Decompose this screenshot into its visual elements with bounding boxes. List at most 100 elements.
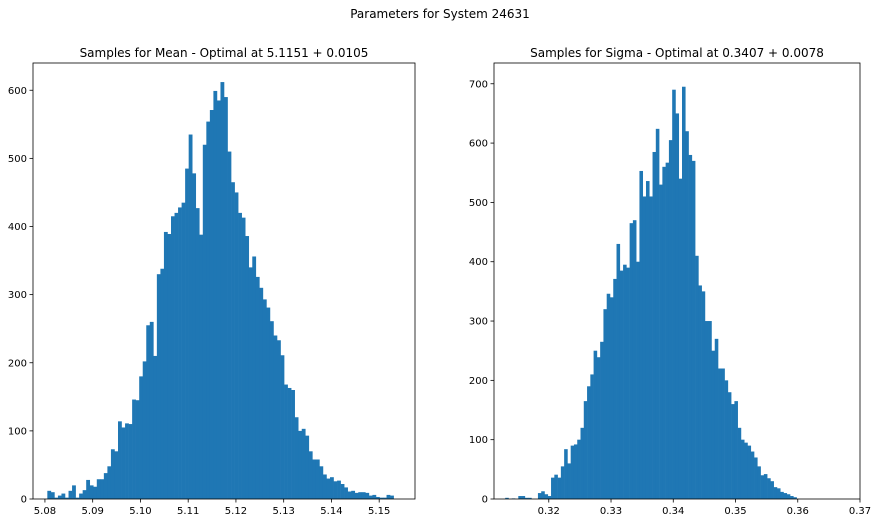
histogram-bar bbox=[678, 178, 683, 500]
histogram-bar bbox=[333, 481, 338, 499]
x-tick-label: 5.11 bbox=[177, 506, 199, 517]
histogram-bar bbox=[724, 380, 729, 499]
histogram-bar bbox=[294, 417, 299, 499]
histogram-bar bbox=[767, 478, 771, 499]
histogram-bar bbox=[319, 466, 324, 499]
histogram-bar bbox=[89, 485, 94, 500]
histogram-bar bbox=[231, 182, 235, 499]
histogram-bar bbox=[596, 357, 601, 499]
x-tick-label: 5.14 bbox=[320, 506, 342, 517]
histogram-bar bbox=[754, 457, 758, 499]
histogram-bar bbox=[68, 490, 73, 499]
histogram-bar bbox=[241, 217, 246, 499]
histogram-bar bbox=[695, 255, 699, 499]
chart-title: Samples for Sigma - Optimal at 0.3407 + … bbox=[530, 46, 824, 60]
histogram-bar bbox=[358, 492, 363, 499]
histogram-bar bbox=[708, 321, 712, 499]
histogram-bar bbox=[118, 421, 122, 499]
histogram-bar bbox=[544, 494, 549, 499]
histogram-bar bbox=[245, 236, 250, 500]
histogram-bar bbox=[609, 297, 614, 499]
histogram-bar bbox=[315, 459, 320, 499]
histogram-bar bbox=[682, 86, 686, 499]
y-tick-label: 100 bbox=[469, 435, 488, 446]
histogram-bar bbox=[776, 488, 781, 499]
histogram-bar bbox=[567, 463, 571, 499]
x-tick-label: 5.08 bbox=[34, 506, 56, 517]
histogram-bar bbox=[668, 140, 673, 499]
x-tick-label: 0.35 bbox=[724, 506, 746, 517]
chart-panel-2: 0.32 0.33 0.34 0.35 0.36 0.37 0 100 200 300 400 500… bbox=[469, 46, 871, 517]
histogram-bar bbox=[642, 196, 647, 499]
histogram-bar bbox=[659, 184, 663, 500]
histogram-bar bbox=[793, 497, 797, 499]
y-tick-label: 0 bbox=[21, 495, 27, 506]
histogram-bar bbox=[603, 309, 607, 499]
y-tick-label: 600 bbox=[8, 86, 27, 97]
histogram-bar bbox=[655, 128, 660, 499]
histogram-bar bbox=[273, 335, 278, 499]
histogram-bar bbox=[505, 497, 509, 499]
histogram-bar bbox=[390, 495, 394, 499]
histogram-bar bbox=[291, 390, 295, 499]
histogram-bar bbox=[580, 427, 585, 499]
histogram-bar bbox=[287, 387, 292, 499]
histogram-bar bbox=[227, 151, 232, 499]
y-tick-label: 300 bbox=[469, 317, 488, 328]
y-tick-label: 200 bbox=[469, 376, 488, 387]
histogram-bar bbox=[322, 474, 327, 499]
histogram-bar bbox=[551, 477, 555, 499]
histogram-bar bbox=[86, 479, 91, 499]
histogram-bar bbox=[727, 392, 732, 499]
histogram-bar bbox=[386, 494, 391, 499]
histogram-bar bbox=[54, 497, 59, 499]
y-tick-label: 400 bbox=[8, 222, 27, 233]
histogram-bar bbox=[308, 451, 313, 499]
histogram-bar bbox=[298, 430, 303, 500]
histogram-bar bbox=[691, 160, 696, 499]
histogram-bar bbox=[234, 192, 239, 499]
histogram-bar bbox=[181, 202, 186, 499]
histogram-bar bbox=[171, 216, 175, 499]
histogram-bar bbox=[195, 208, 200, 500]
histogram-bar bbox=[570, 445, 575, 499]
histogram-bar bbox=[763, 474, 768, 499]
histogram-bar bbox=[632, 220, 637, 499]
histogram-bar bbox=[688, 154, 693, 499]
histogram-bar bbox=[139, 376, 144, 500]
histogram-bar bbox=[560, 466, 565, 499]
histogram-bar bbox=[613, 278, 617, 499]
histogram-bar bbox=[216, 100, 221, 499]
histogram-bar bbox=[160, 268, 165, 499]
histogram-bar bbox=[57, 495, 62, 499]
histogram-bar bbox=[213, 90, 218, 500]
histogram-bar bbox=[146, 325, 151, 499]
histogram-bar bbox=[351, 490, 356, 499]
histogram-bar bbox=[518, 496, 522, 499]
histogram-bar bbox=[379, 497, 384, 499]
histogram-bar bbox=[174, 212, 179, 500]
histogram-bar bbox=[202, 144, 207, 499]
histogram-bar bbox=[262, 299, 267, 499]
histogram-bar bbox=[365, 492, 370, 499]
histogram-bar bbox=[590, 374, 594, 499]
x-tick-label: 0.33 bbox=[600, 506, 622, 517]
histogram-bar bbox=[528, 497, 532, 499]
histogram-bar bbox=[537, 493, 542, 499]
histogram-bar bbox=[188, 134, 193, 499]
axes-frame bbox=[32, 62, 416, 500]
histogram-bar bbox=[255, 276, 260, 499]
histogram-bar bbox=[783, 493, 788, 499]
y-tick-label: 200 bbox=[8, 358, 27, 369]
histogram-bar bbox=[142, 361, 147, 499]
histogram-bar bbox=[72, 485, 76, 500]
x-tick-label: 5.15 bbox=[368, 506, 390, 517]
histogram-bar bbox=[330, 477, 334, 499]
histogram-bar bbox=[82, 490, 87, 499]
histogram-bar bbox=[167, 233, 172, 500]
histogram-bar bbox=[248, 267, 253, 500]
histogram-bar bbox=[606, 293, 611, 499]
histogram-bar bbox=[734, 401, 738, 499]
histogram-bar bbox=[199, 234, 204, 499]
